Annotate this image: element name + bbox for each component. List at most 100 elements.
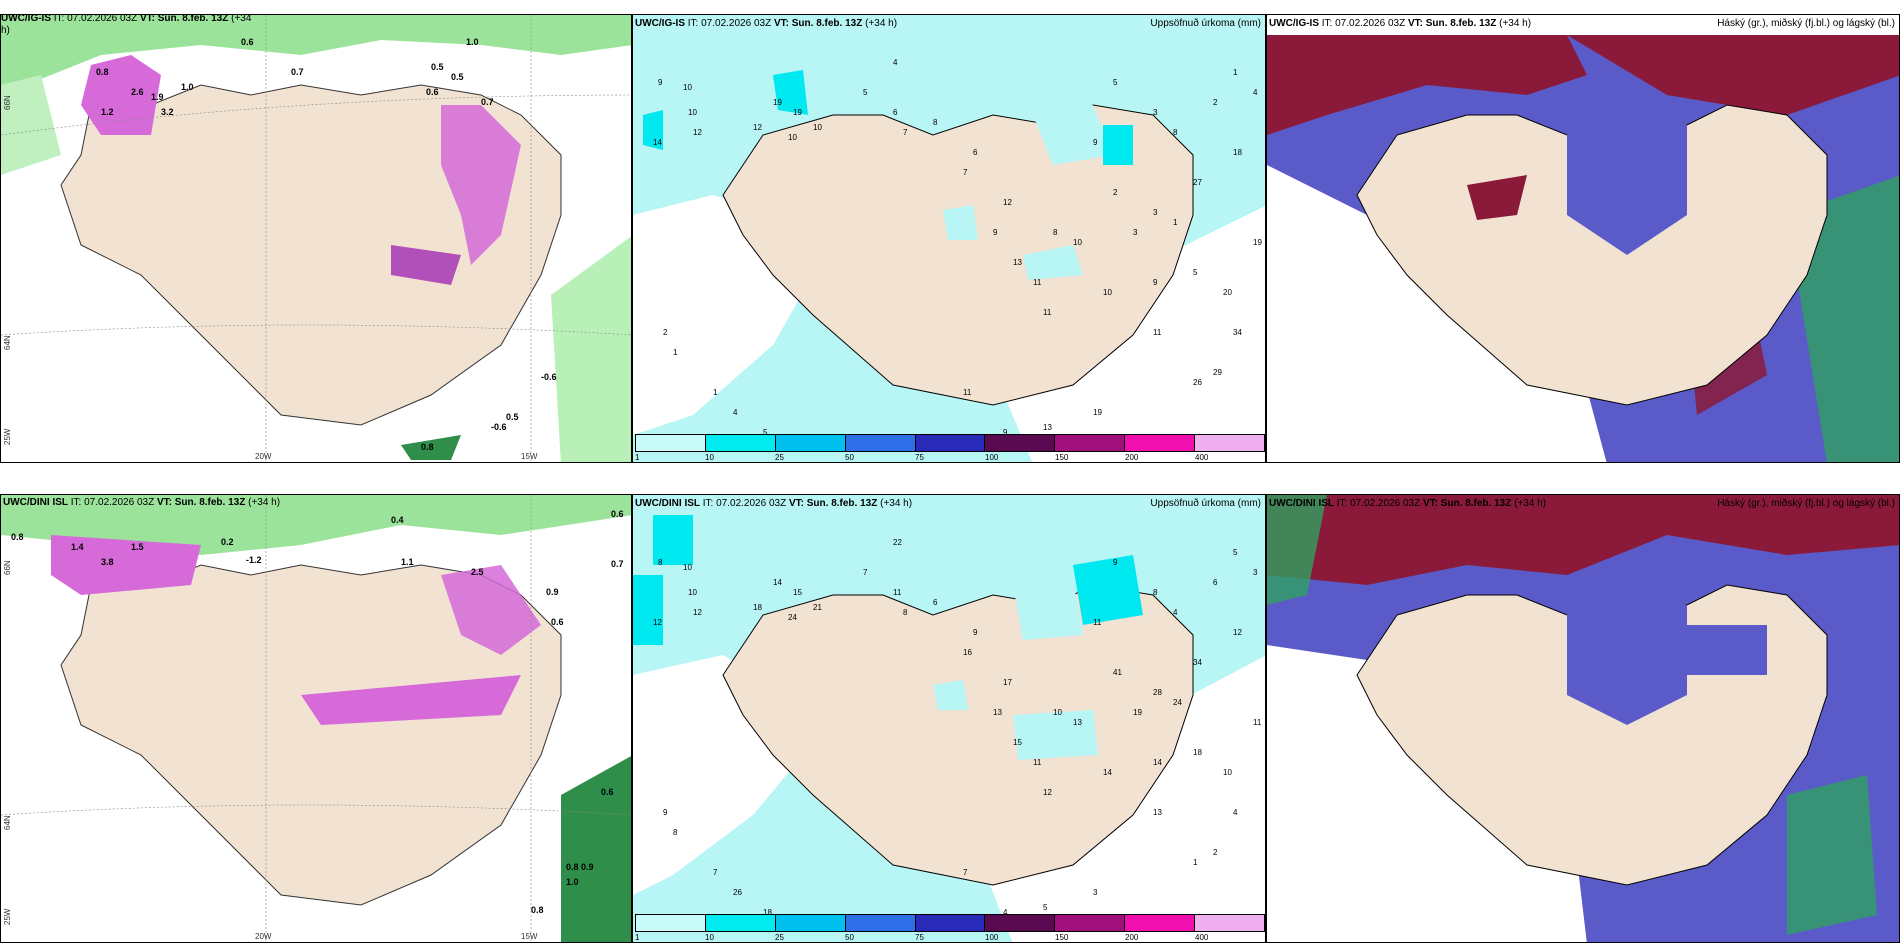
precip-value: 22 [893, 538, 902, 547]
colorbar-tick: 1 [635, 933, 640, 942]
init-time: IT: 07.02.2026 03Z [53, 14, 138, 24]
precip-value: 11 [1093, 618, 1102, 627]
precip-value: 1 [1193, 858, 1198, 867]
valid-time: VT: Sun. 8.feb. 13Z [788, 498, 878, 509]
precip-value: 6 [973, 148, 978, 157]
valid-time: VT: Sun. 8.feb. 13Z [1422, 498, 1512, 509]
accumulated-precip-map-dini-isl: 8 10 10 12 12 14 15 18 24 21 22 7 11 8 6 9 16 17 13 15 11 10 1… [632, 494, 1266, 943]
valid-time: VT: Sun. 8.feb. 13Z [139, 14, 229, 24]
precip-value: 12 [1233, 628, 1242, 637]
precip-value: 7 [963, 868, 968, 877]
precip-value: 15 [1013, 738, 1022, 747]
precip-value: 11 [893, 588, 902, 597]
precip-value: 4 [1003, 908, 1008, 917]
precip-value: 2 [1113, 188, 1118, 197]
svg-text:2.6: 2.6 [131, 87, 144, 97]
precip-value: 8 [933, 118, 938, 127]
precip-value: 1 [1173, 218, 1178, 227]
svg-text:0.4: 0.4 [391, 515, 404, 525]
precip-value: 19 [1093, 408, 1102, 417]
svg-text:1.0: 1.0 [566, 877, 579, 887]
precip-value: 14 [1153, 758, 1162, 767]
svg-text:0.6: 0.6 [551, 617, 564, 627]
panel-title: UWC/IG-IS IT: 07.02.2026 03Z VT: Sun. 8.… [1, 14, 251, 37]
colorbar-tick: 200 [1125, 933, 1139, 942]
colorbar-tick: 400 [1195, 453, 1209, 462]
svg-text:0.6: 0.6 [426, 87, 439, 97]
svg-text:3.8: 3.8 [101, 557, 114, 567]
lead-time: (+34 h) [880, 498, 913, 509]
precip-value: 24 [1173, 698, 1182, 707]
accumulated-precip-map-ig-is: 9 10 10 12 14 19 19 12 10 10 4 5 6 7 8 6 7 12 9 13 11 8 10 11 2 1… [632, 14, 1266, 463]
precip-value: 17 [1003, 678, 1012, 687]
precip-value: 8 [1053, 228, 1058, 237]
wind-precip-map-ig-is: 0.6 1.0 0.5 0.5 0.6 0.7 0.8 1.2 2.6 1.9 3.2 1.0 … [0, 14, 632, 463]
precip-value: 9 [1093, 138, 1098, 147]
lat-label-64n: 64N [3, 335, 12, 350]
svg-text:0.8: 0.8 [96, 67, 109, 77]
lon-label-25w: 25W [3, 428, 12, 445]
lat-label-66n: 66N [3, 560, 12, 575]
init-time: IT: 07.02.2026 03Z [1321, 18, 1406, 29]
precip-value: 26 [733, 888, 742, 897]
colorbar [635, 914, 1265, 932]
precip-value: 12 [753, 123, 762, 132]
precip-value: 7 [713, 868, 718, 877]
precip-value: 4 [1173, 608, 1178, 617]
precip-value: 11 [1153, 328, 1162, 337]
lead-time: (+34 h) [1514, 498, 1547, 509]
precip-value: 13 [1043, 423, 1052, 432]
precip-value: 14 [773, 578, 782, 587]
precip-value: 3 [1153, 108, 1158, 117]
svg-text:0.6: 0.6 [611, 509, 624, 519]
map-canvas: 8101012121415182421227118691617131511101… [633, 495, 1265, 942]
precip-value: 5 [1193, 268, 1198, 277]
precip-value: 10 [688, 108, 697, 117]
precip-value: 5 [1233, 548, 1238, 557]
model-name: UWC/IG-IS [635, 18, 685, 29]
model-name: UWC/DINI ISL [3, 497, 68, 508]
svg-text:1.0: 1.0 [181, 82, 194, 92]
colorbar-tick: 75 [915, 453, 924, 462]
precip-value: 13 [993, 708, 1002, 717]
precip-value: 10 [813, 123, 822, 132]
map-canvas: 0.6 1.00.5 0.50.60.7 0.81.22.6 1.93.21.0 … [1, 15, 631, 462]
precip-value: 9 [993, 228, 998, 237]
precip-value: 10 [788, 133, 797, 142]
precip-value: 12 [653, 618, 662, 627]
precip-value: 8 [673, 828, 678, 837]
precip-value: 12 [693, 608, 702, 617]
precip-value: 9 [1153, 278, 1158, 287]
precip-value: 5 [1043, 903, 1048, 912]
svg-text:0.5: 0.5 [506, 412, 519, 422]
precip-value: 9 [658, 78, 663, 87]
lat-label-66n: 66N [3, 95, 12, 110]
precip-value: 12 [1003, 198, 1012, 207]
colorbar-tick: 10 [705, 933, 714, 942]
precip-value: 7 [903, 128, 908, 137]
iceland-landmass [722, 104, 1194, 406]
init-time: IT: 07.02.2026 03Z [70, 497, 155, 508]
precip-value: 6 [893, 108, 898, 117]
lead-time: (+34 h) [248, 497, 281, 508]
precip-value: 26 [1193, 378, 1202, 387]
precip-value: 18 [1193, 748, 1202, 757]
iceland-landmass [60, 84, 562, 426]
lon-label-20w: 20W [255, 932, 272, 941]
precip-value: 19 [793, 108, 802, 117]
precip-value: 16 [963, 648, 972, 657]
precip-value: 5 [863, 88, 868, 97]
panel-subtitle: Háský (gr.), miðský (fj.bl.) og lágský (… [1717, 18, 1895, 29]
model-name: UWC/DINI ISL [1269, 498, 1334, 509]
lon-label-15w: 15W [521, 452, 538, 461]
map-canvas: 9101012141919121010456786712913118101121… [633, 15, 1265, 462]
colorbar [635, 434, 1265, 452]
precip-band-north [1, 15, 631, 95]
precip-value: 1 [673, 348, 678, 357]
init-time: IT: 07.02.2026 03Z [1336, 498, 1421, 509]
precip-value: 10 [1103, 288, 1112, 297]
svg-text:0.8: 0.8 [531, 905, 544, 915]
colorbar-tick: 25 [775, 453, 784, 462]
precip-value: 10 [1223, 768, 1232, 777]
lead-time: (+34 h) [865, 18, 898, 29]
